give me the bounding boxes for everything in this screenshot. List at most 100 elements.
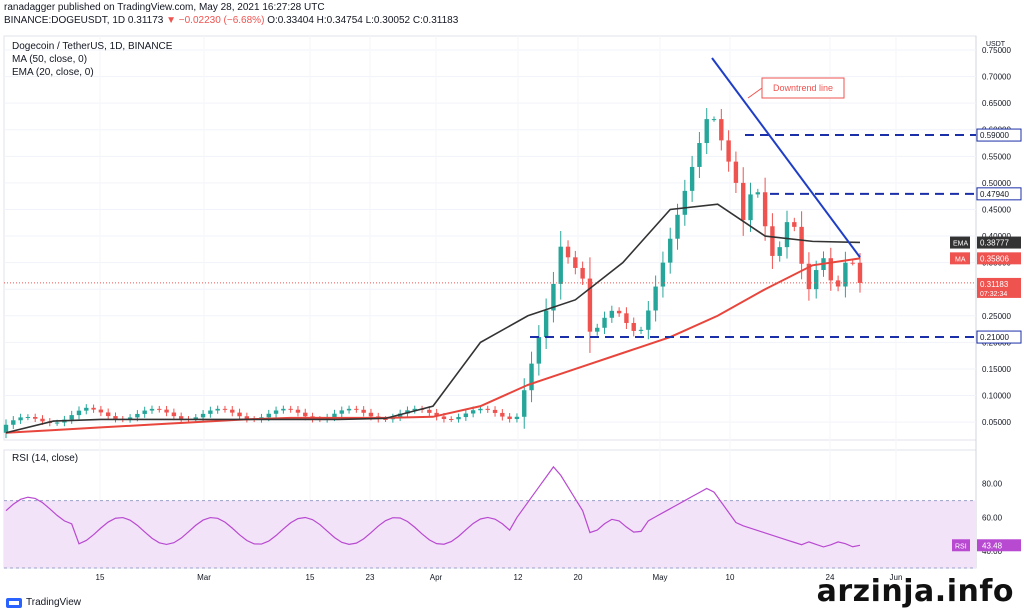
candle-body (843, 262, 848, 287)
candle-body (208, 410, 213, 414)
candle-body (668, 238, 673, 263)
candle-body (814, 270, 819, 290)
candle-body (631, 322, 636, 331)
candle-body (536, 337, 542, 364)
ema-tag-label: 0.38777 (980, 239, 1009, 248)
candle-body (755, 192, 761, 195)
candle-body (354, 408, 359, 410)
candle-body (682, 190, 688, 215)
candle-body (339, 410, 344, 414)
candle-body (726, 140, 731, 162)
candle-body (11, 420, 16, 425)
downtrend-line (711, 57, 861, 258)
symbol-pair: BINANCE:DOGEUSDT, 1D (4, 15, 126, 26)
time-tick-label: 23 (366, 573, 375, 582)
publish-info: ranadagger published on TradingView.com,… (4, 2, 325, 13)
candle-body (288, 408, 293, 410)
rsi-band (4, 500, 976, 568)
candle-body (485, 408, 490, 410)
candle-body (164, 409, 169, 413)
candle-body (76, 410, 82, 416)
candle-body (361, 409, 366, 413)
candle-body (741, 182, 746, 221)
level-tag-label: 0.47940 (980, 190, 1009, 199)
candle-body (777, 247, 782, 256)
candle-body (441, 416, 447, 420)
candle-body (697, 143, 702, 167)
time-tick-label: Jun (890, 573, 903, 582)
price-tick-label: 0.70000 (982, 73, 1011, 82)
candle-body (806, 263, 812, 290)
ema-indicator-label: EMA (20, close, 0) (12, 67, 94, 78)
candle-body (332, 413, 337, 418)
candle-body (295, 409, 301, 413)
candle-body (266, 413, 271, 418)
candle-body (711, 119, 717, 121)
candle-body (281, 408, 286, 411)
candle-body (616, 310, 622, 314)
level-tag (976, 128, 1022, 142)
ma-indicator-label: MA (50, close, 0) (12, 54, 88, 65)
candle-body (113, 416, 118, 419)
ema-20-line (5, 203, 861, 434)
candle-body (587, 278, 593, 332)
candle-body (558, 246, 563, 284)
price-tick-label: 0.75000 (982, 46, 1011, 55)
countdown-label: 07:32:34 (980, 291, 1007, 298)
candle-body (40, 418, 45, 422)
candle-body (828, 258, 834, 281)
candle-body (18, 417, 23, 421)
candle-body (565, 246, 571, 258)
time-tick-label: Apr (430, 573, 443, 582)
candle-body (653, 286, 658, 311)
candle-body (514, 416, 520, 420)
ma-tag-name-box (950, 252, 970, 265)
candle-body (602, 317, 607, 328)
price-tick-label: 0.55000 (982, 152, 1011, 161)
symbol-info: BINANCE:DOGEUSDT, 1D 0.31173 ▼ −0.02230 … (4, 15, 458, 26)
candle-body (799, 226, 804, 264)
ma-tag (977, 252, 1021, 265)
candle-body (857, 262, 863, 283)
price-tick-label: 0.50000 (982, 179, 1011, 188)
price-change: ▼ −0.02230 (−6.68%) (166, 15, 265, 26)
candle-body (573, 257, 578, 268)
candle-body (529, 363, 534, 391)
ma-50-line (5, 257, 861, 434)
candle-body (638, 329, 644, 331)
candle-body (157, 408, 162, 410)
candle-body (127, 417, 133, 420)
candle-body (456, 417, 461, 420)
candle-body (149, 408, 155, 411)
price-tick-label: 0.45000 (982, 205, 1011, 214)
time-tick-label: 20 (574, 573, 583, 582)
candle-body (624, 313, 629, 323)
level-tag-label: 0.21000 (980, 333, 1009, 342)
candle-body (222, 408, 228, 410)
candle-body (412, 408, 417, 411)
rsi-tag (977, 539, 1021, 552)
candle-body (54, 422, 60, 424)
time-tick-label: 15 (96, 573, 105, 582)
candle-body (427, 409, 432, 413)
candle-body (689, 166, 695, 191)
price-tick-label: 0.25000 (982, 312, 1011, 321)
candle-body (835, 280, 841, 287)
time-tick-label: 15 (306, 573, 315, 582)
rsi-line (5, 465, 861, 548)
brand-name: TradingView (26, 597, 82, 608)
time-tick-label: Mar (197, 573, 211, 582)
candle-body (580, 267, 585, 279)
last-price-tag (977, 277, 1021, 298)
candle-body (244, 416, 250, 419)
rsi-tick-label: 40.00 (982, 547, 1003, 556)
level-tag (976, 330, 1022, 344)
candle-body (646, 310, 651, 330)
candle-body (383, 418, 388, 420)
candle-body (500, 412, 505, 417)
price-tick-label: 0.15000 (982, 365, 1011, 374)
candle-body (704, 119, 709, 144)
candle-body (770, 226, 775, 256)
candle-body (792, 222, 797, 227)
